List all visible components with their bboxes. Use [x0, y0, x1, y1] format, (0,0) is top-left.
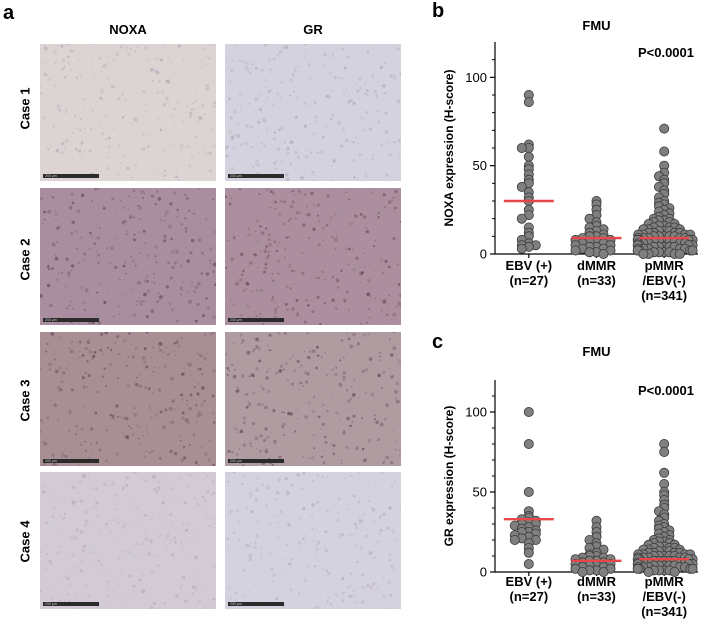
row-label-case-3: Case 3	[17, 379, 33, 422]
row-label-case-2: Case 2	[17, 238, 33, 281]
data-point	[659, 146, 670, 157]
data-point	[509, 534, 520, 545]
data-point	[584, 247, 595, 258]
y-tick-label: 0	[480, 247, 487, 262]
scale-bar	[43, 318, 99, 322]
scale-bar	[228, 602, 284, 606]
y-tick-label: 100	[465, 70, 487, 85]
scale-bar	[228, 174, 284, 178]
x-tick-label: pMMR	[645, 258, 685, 273]
scale-bar-label: 200 μm	[230, 174, 242, 178]
x-tick-label: pMMR	[645, 574, 685, 589]
x-tick-label: (n=33)	[577, 589, 616, 604]
scale-bar	[228, 318, 284, 322]
data-point	[632, 563, 643, 574]
row-label-case-1: Case 1	[17, 87, 33, 130]
data-point	[523, 439, 534, 450]
x-tick-label: /EBV(-)	[642, 589, 685, 604]
y-tick-label: 50	[473, 158, 487, 173]
panel-letter: b	[432, 0, 444, 22]
data-point	[570, 245, 581, 256]
micrograph-case-3-gr: 200 μm	[225, 332, 401, 466]
chart-noxa: b FMU P<0.0001 0 50 100 NOXA expression (H-sco…	[430, 0, 709, 315]
panel-letter-a: a	[3, 2, 15, 24]
micrograph-case-4-noxa: 200 μm	[40, 472, 216, 609]
scale-bar	[43, 459, 99, 463]
scale-bar-label: 200 μm	[230, 459, 242, 463]
micrograph-case-1-noxa: 200 μm	[40, 44, 216, 181]
data-point	[523, 97, 534, 108]
data-point	[659, 123, 670, 134]
data-point	[516, 243, 527, 254]
x-tick-label: dMMR	[577, 574, 617, 589]
x-tick-label: (n=27)	[510, 589, 549, 604]
scale-bar	[228, 459, 284, 463]
data-point	[523, 486, 534, 497]
column-header-gr: GR	[303, 22, 323, 37]
x-tick-label: EBV (+)	[506, 574, 553, 589]
x-tick-label: EBV (+)	[506, 258, 553, 273]
row-label-case-4: Case 4	[17, 520, 33, 563]
p-value-annotation: P<0.0001	[638, 45, 694, 60]
data-point	[598, 248, 609, 259]
data-point	[523, 151, 534, 162]
scale-bar-label: 200 μm	[45, 602, 57, 606]
data-point	[516, 181, 527, 192]
scale-bar	[43, 602, 99, 606]
scale-bar-label: 200 μm	[45, 318, 57, 322]
data-point	[643, 566, 654, 577]
y-axis-label: NOXA expression (H-score)	[442, 70, 456, 227]
micrograph-case-1-gr: 200 μm	[225, 44, 401, 181]
data-point	[659, 467, 670, 478]
x-tick-label: dMMR	[577, 258, 617, 273]
column-header-noxa: NOXA	[109, 22, 147, 37]
chart-title: FMU	[582, 18, 610, 33]
micrograph-case-2-gr: 200 μm	[225, 188, 401, 325]
micrograph-case-4-gr: 200 μm	[225, 472, 401, 609]
y-tick-label: 0	[480, 565, 487, 580]
chart-title: FMU	[582, 344, 610, 359]
data-point	[687, 245, 698, 256]
y-tick-label: 100	[465, 405, 487, 420]
data-point	[577, 566, 588, 577]
data-point	[523, 407, 534, 418]
x-tick-label: (n=341)	[641, 604, 687, 619]
data-point	[659, 447, 670, 458]
data-point	[598, 566, 609, 577]
micrograph-case-3-noxa: 200 μm	[40, 332, 216, 466]
x-tick-label: /EBV(-)	[642, 273, 685, 288]
scale-bar	[43, 174, 99, 178]
scale-bar-label: 200 μm	[45, 459, 57, 463]
data-point	[674, 248, 685, 259]
scale-bar-label: 200 μm	[230, 602, 242, 606]
chart-gr: c FMU P<0.0001 0 50 100 GR expression (H-score…	[430, 330, 709, 631]
y-axis-label: GR expression (H-score)	[442, 406, 456, 547]
data-point	[516, 142, 527, 153]
data-point	[669, 566, 680, 577]
data-point	[516, 213, 527, 224]
x-tick-label: (n=27)	[510, 273, 549, 288]
y-tick-label: 50	[473, 485, 487, 500]
scale-bar-label: 200 μm	[230, 318, 242, 322]
x-tick-label: (n=341)	[641, 288, 687, 303]
micrograph-case-2-noxa: 200 μm	[40, 188, 216, 325]
scale-bar-label: 200 μm	[45, 174, 57, 178]
x-tick-label: (n=33)	[577, 273, 616, 288]
p-value-annotation: P<0.0001	[638, 383, 694, 398]
data-point	[523, 558, 534, 569]
data-point	[687, 563, 698, 574]
data-point	[638, 248, 649, 259]
data-point	[523, 547, 534, 558]
panel-letter: c	[432, 331, 443, 353]
